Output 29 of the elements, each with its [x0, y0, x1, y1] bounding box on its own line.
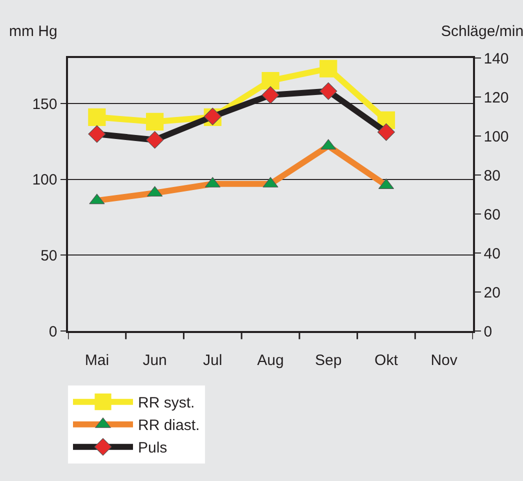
- point: [320, 82, 338, 100]
- y2-tick-label: 20: [484, 284, 500, 302]
- y2-tick-label: 80: [484, 167, 500, 184]
- point: [377, 123, 395, 141]
- legend-label: RR diast.: [138, 417, 200, 434]
- legend-label: Puls: [138, 440, 168, 457]
- point: [88, 125, 106, 143]
- x-tick-label: Sep: [315, 352, 342, 369]
- y2-tick-label: 0: [484, 323, 492, 340]
- y2-tick-label: 60: [484, 206, 500, 224]
- x-tick-label: Okt: [374, 352, 399, 369]
- x-tick-label: Mai: [84, 352, 110, 369]
- x-tick-label: Jul: [203, 352, 222, 369]
- x-tick-label: Jun: [142, 352, 167, 369]
- y-tick-label: 100: [32, 172, 58, 189]
- x-tick-label: Nov: [430, 352, 458, 369]
- legend-label: RR syst.: [138, 394, 195, 412]
- y2-tick-label: 40: [484, 245, 500, 262]
- y-tick-label: 0: [48, 323, 58, 340]
- y-tick-label: 50: [40, 247, 58, 264]
- y2-tick-label: 120: [484, 89, 509, 106]
- y2-tick-label: 100: [484, 128, 509, 146]
- y-tick-label: 150: [32, 96, 58, 113]
- y-axis-title: mm Hg: [9, 23, 58, 40]
- y2-axis-title: Schläge/min: [441, 23, 523, 40]
- y2-tick-label: 140: [484, 50, 509, 68]
- x-tick-label: Aug: [257, 352, 284, 369]
- point: [262, 86, 280, 104]
- point: [146, 131, 164, 149]
